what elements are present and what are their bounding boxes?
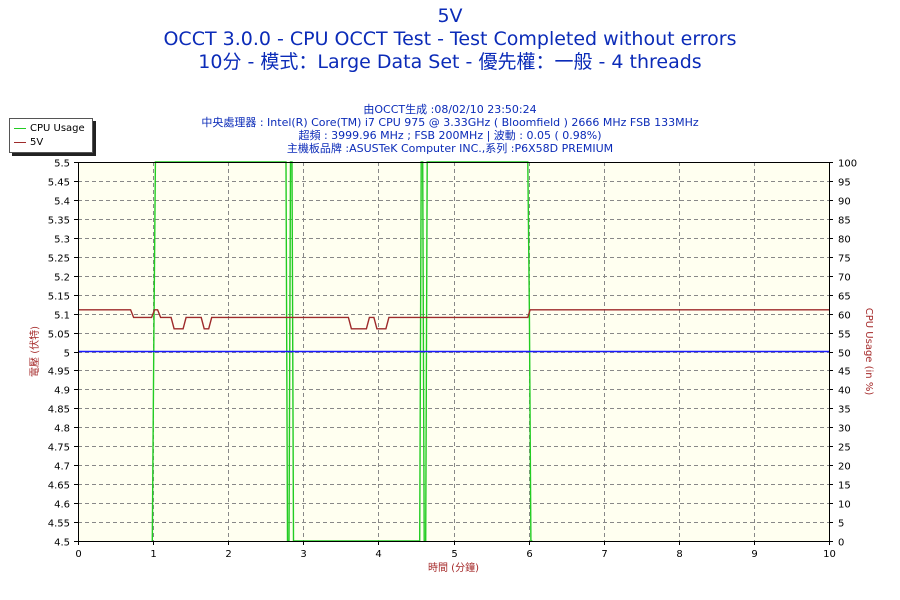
x-axis-label: 時間 (分鐘) — [428, 561, 479, 574]
y-left-tick-label: 5.25 — [48, 254, 70, 265]
legend-swatch-5v — [14, 141, 26, 143]
x-tick-label: 10 — [823, 549, 836, 560]
y-right-tick-label: 85 — [838, 216, 851, 227]
y-left-tick-label: 4.55 — [48, 519, 70, 530]
y-left-tick-label: 4.75 — [48, 443, 70, 454]
y-left-tick-label: 4.65 — [48, 481, 70, 492]
y-right-tick-label: 0 — [838, 538, 844, 549]
info-line-cpu: 中央處理器 : Intel(R) Core(TM) i7 CPU 975 @ 3… — [201, 116, 699, 129]
x-tick-label: 4 — [375, 549, 381, 560]
y-right-tick-label: 45 — [838, 367, 851, 378]
info-line-motherboard: 主機板品牌 :ASUSTeK Computer INC.,系列 :P6X58D … — [286, 142, 614, 155]
chart-legend: CPU Usage 5V — [9, 118, 93, 153]
y-left-tick-label: 4.7 — [54, 462, 70, 473]
y-right-tick-label: 100 — [838, 159, 857, 170]
x-tick-label: 5 — [451, 549, 457, 560]
y-right-tick-label: 25 — [838, 443, 851, 454]
y-right-tick-label: 35 — [838, 405, 851, 416]
y-left-tick-label: 5.3 — [54, 235, 70, 246]
tick-layer: 0 1 2 3 4 5 6 7 8 9 104.54.554.64.654.74.754.84.85… — [48, 159, 857, 561]
y-right-tick-label: 80 — [838, 235, 851, 246]
y-right-tick-label: 95 — [838, 178, 851, 189]
y-right-tick-label: 15 — [838, 481, 851, 492]
legend-label-5v: 5V — [30, 137, 44, 148]
y-right-tick-label: 65 — [838, 292, 851, 303]
y-left-tick-label: 4.6 — [54, 500, 70, 511]
info-line-generated: 由OCCT生成 :08/02/10 23:50:24 — [363, 103, 537, 116]
y-right-tick-label: 40 — [838, 386, 851, 397]
y-right-tick-label: 10 — [838, 500, 851, 511]
legend-label-cpu-usage: CPU Usage — [30, 123, 85, 134]
y-left-tick-label: 5.05 — [48, 330, 70, 341]
y-axis-left-label: 電壓 (伏特) — [28, 326, 41, 377]
y-right-tick-label: 20 — [838, 462, 851, 473]
y-left-tick-label: 4.85 — [48, 405, 70, 416]
y-left-tick-label: 4.9 — [54, 386, 70, 397]
legend-swatch-cpu-usage — [14, 127, 26, 129]
y-left-tick-label: 5.1 — [54, 311, 70, 322]
legend-entry-5v: 5V — [14, 137, 43, 149]
y-left-tick-label: 4.8 — [54, 424, 70, 435]
y-right-tick-label: 55 — [838, 330, 851, 341]
y-left-tick-label: 5.2 — [54, 273, 70, 284]
x-tick-label: 9 — [751, 549, 757, 560]
y-left-tick-label: 5 — [64, 349, 70, 360]
y-right-tick-label: 90 — [838, 197, 851, 208]
x-tick-label: 0 — [75, 549, 81, 560]
chart-subtitle-2: 10分 - 模式：Large Data Set - 優先權：一般 - 4 thr… — [198, 51, 702, 73]
y-right-tick-label: 50 — [838, 349, 851, 360]
y-left-tick-label: 5.35 — [48, 216, 70, 227]
y-left-tick-label: 5.45 — [48, 178, 70, 189]
y-axis-right-label: CPU Usage (in %) — [863, 308, 874, 396]
y-left-tick-label: 5.5 — [54, 159, 70, 170]
y-right-tick-label: 60 — [838, 311, 851, 322]
x-tick-label: 1 — [150, 549, 156, 560]
info-line-overclock: 超頻 : 3999.96 MHz ; FSB 200MHz | 波動 : 0.0… — [298, 129, 602, 142]
y-left-tick-label: 5.15 — [48, 292, 70, 303]
series-line-5v — [78, 309, 829, 330]
x-tick-label: 7 — [601, 549, 607, 560]
y-left-tick-label: 5.4 — [54, 197, 70, 208]
y-right-tick-label: 5 — [838, 519, 844, 530]
y-left-tick-label: 4.95 — [48, 367, 70, 378]
x-tick-label: 2 — [225, 549, 231, 560]
x-tick-label: 3 — [300, 549, 306, 560]
chart-title: 5V — [437, 5, 463, 27]
chart-subtitle-1: OCCT 3.0.0 - CPU OCCT Test - Test Comple… — [163, 28, 737, 50]
y-right-tick-label: 30 — [838, 424, 851, 435]
x-tick-label: 6 — [526, 549, 532, 560]
y-right-tick-label: 75 — [838, 254, 851, 265]
legend-entry-cpu-usage: CPU Usage — [14, 123, 85, 135]
y-left-tick-label: 4.5 — [54, 538, 70, 549]
x-tick-label: 8 — [676, 549, 682, 560]
y-right-tick-label: 70 — [838, 273, 851, 284]
